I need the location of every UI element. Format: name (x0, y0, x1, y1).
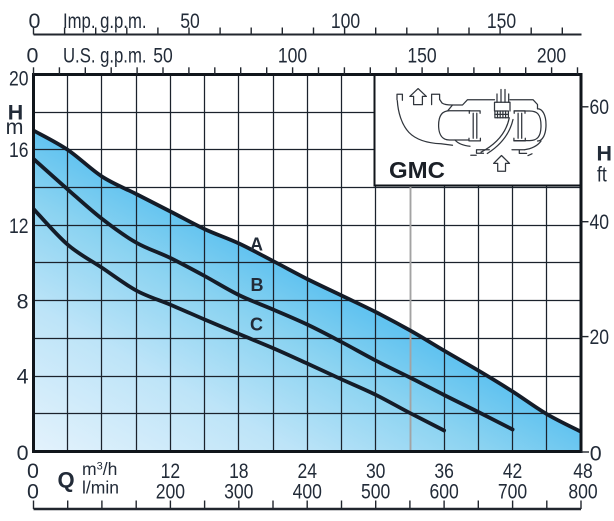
svg-text:50: 50 (153, 44, 173, 68)
svg-text:0: 0 (29, 9, 41, 33)
svg-text:l/min: l/min (82, 477, 119, 497)
svg-text:700: 700 (498, 479, 527, 503)
svg-text:48: 48 (573, 459, 593, 483)
svg-text:36: 36 (434, 459, 454, 483)
svg-text:A: A (250, 234, 263, 254)
svg-text:200: 200 (537, 44, 566, 68)
svg-text:0: 0 (17, 441, 29, 465)
svg-text:300: 300 (224, 479, 253, 503)
svg-text:0: 0 (27, 459, 39, 483)
svg-text:20: 20 (590, 325, 610, 349)
svg-text:40: 40 (590, 210, 610, 234)
svg-text:30: 30 (366, 459, 386, 483)
svg-text:600: 600 (429, 479, 458, 503)
svg-text:4: 4 (17, 365, 29, 389)
svg-text:400: 400 (293, 479, 322, 503)
svg-text:200: 200 (156, 479, 185, 503)
svg-text:U.S. g.p.m.: U.S. g.p.m. (63, 44, 147, 68)
svg-text:GMC: GMC (389, 157, 445, 183)
svg-text:ft: ft (597, 163, 607, 187)
svg-text:20: 20 (9, 67, 29, 91)
svg-text:100: 100 (331, 9, 360, 33)
svg-text:50: 50 (180, 9, 200, 33)
svg-text:0: 0 (590, 441, 602, 465)
svg-text:Imp. g.p.m.: Imp. g.p.m. (63, 9, 147, 33)
svg-text:m: m (6, 115, 24, 139)
svg-text:500: 500 (361, 479, 390, 503)
svg-text:0: 0 (27, 44, 39, 68)
svg-text:C: C (250, 315, 263, 335)
svg-text:42: 42 (503, 459, 523, 483)
svg-text:m3/h: m3/h (82, 459, 117, 479)
svg-text:60: 60 (590, 95, 610, 119)
svg-text:18: 18 (229, 459, 249, 483)
svg-text:800: 800 (568, 479, 597, 503)
svg-text:H: H (597, 141, 612, 165)
svg-text:150: 150 (487, 9, 516, 33)
svg-text:Q: Q (57, 468, 74, 493)
svg-text:24: 24 (298, 459, 318, 483)
svg-text:12: 12 (161, 459, 181, 483)
svg-text:16: 16 (9, 138, 29, 162)
svg-text:150: 150 (407, 44, 436, 68)
svg-text:B: B (251, 275, 264, 295)
svg-text:100: 100 (278, 44, 307, 68)
svg-text:12: 12 (9, 214, 29, 238)
svg-text:H: H (8, 101, 23, 125)
svg-text:8: 8 (17, 289, 29, 313)
svg-text:0: 0 (27, 479, 39, 503)
